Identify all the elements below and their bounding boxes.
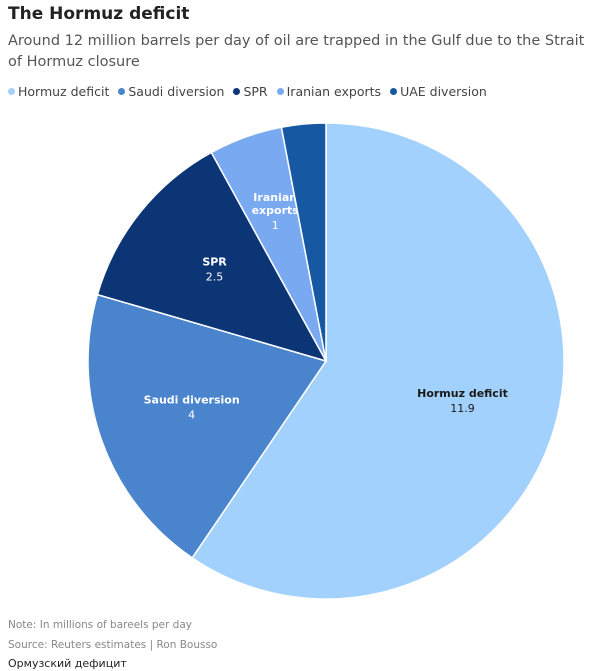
- legend-label: SPR: [243, 84, 268, 99]
- slice-value-label: 4: [188, 408, 195, 421]
- legend-label: Saudi diversion: [128, 84, 225, 99]
- slice-value-label: 11.9: [450, 402, 475, 415]
- slice-name-label: Saudi diversion: [144, 393, 240, 406]
- slice-name-label: SPR: [202, 256, 227, 269]
- chart-caption: Ормузский дефицит: [8, 657, 127, 670]
- slice-name-label: exports: [252, 204, 300, 217]
- legend-item: Saudi diversion: [118, 84, 224, 99]
- legend: Hormuz deficit Saudi diversion SPR Iranian …: [8, 84, 487, 99]
- chart-note: Note: In millions of bareels per day: [8, 619, 192, 631]
- chart-subtitle: Around 12 million barrels per day of oil…: [8, 33, 585, 70]
- legend-swatch: [390, 88, 398, 95]
- pie-slice-spr: [96, 151, 328, 363]
- chart-source: Source: Reuters estimates | Ron Bousso: [8, 639, 218, 651]
- pie-slice-saudi-diversion: [87, 293, 328, 559]
- pie-slice-hormuz-deficit: [191, 122, 565, 600]
- pie-slice-uae-diversion: [280, 122, 327, 362]
- legend-swatch: [233, 88, 241, 95]
- legend-label: UAE diversion: [400, 84, 487, 99]
- legend-swatch: [276, 88, 284, 95]
- legend-item: UAE diversion: [390, 84, 487, 99]
- legend-label: Hormuz deficit: [18, 84, 110, 99]
- slice-value-label: 2.5: [206, 271, 224, 284]
- slice-name-label: Iranian: [253, 191, 297, 204]
- legend-item: Iranian exports: [276, 84, 382, 99]
- legend-swatch: [8, 88, 15, 95]
- legend-swatch: [118, 88, 126, 95]
- legend-item: Hormuz deficit: [8, 84, 109, 99]
- chart-title: The Hormuz deficit: [8, 4, 190, 24]
- legend-label: Iranian exports: [286, 84, 382, 99]
- slice-name-label: Hormuz deficit: [417, 387, 508, 400]
- legend-item: SPR: [233, 84, 268, 99]
- slice-value-label: 1: [272, 219, 279, 232]
